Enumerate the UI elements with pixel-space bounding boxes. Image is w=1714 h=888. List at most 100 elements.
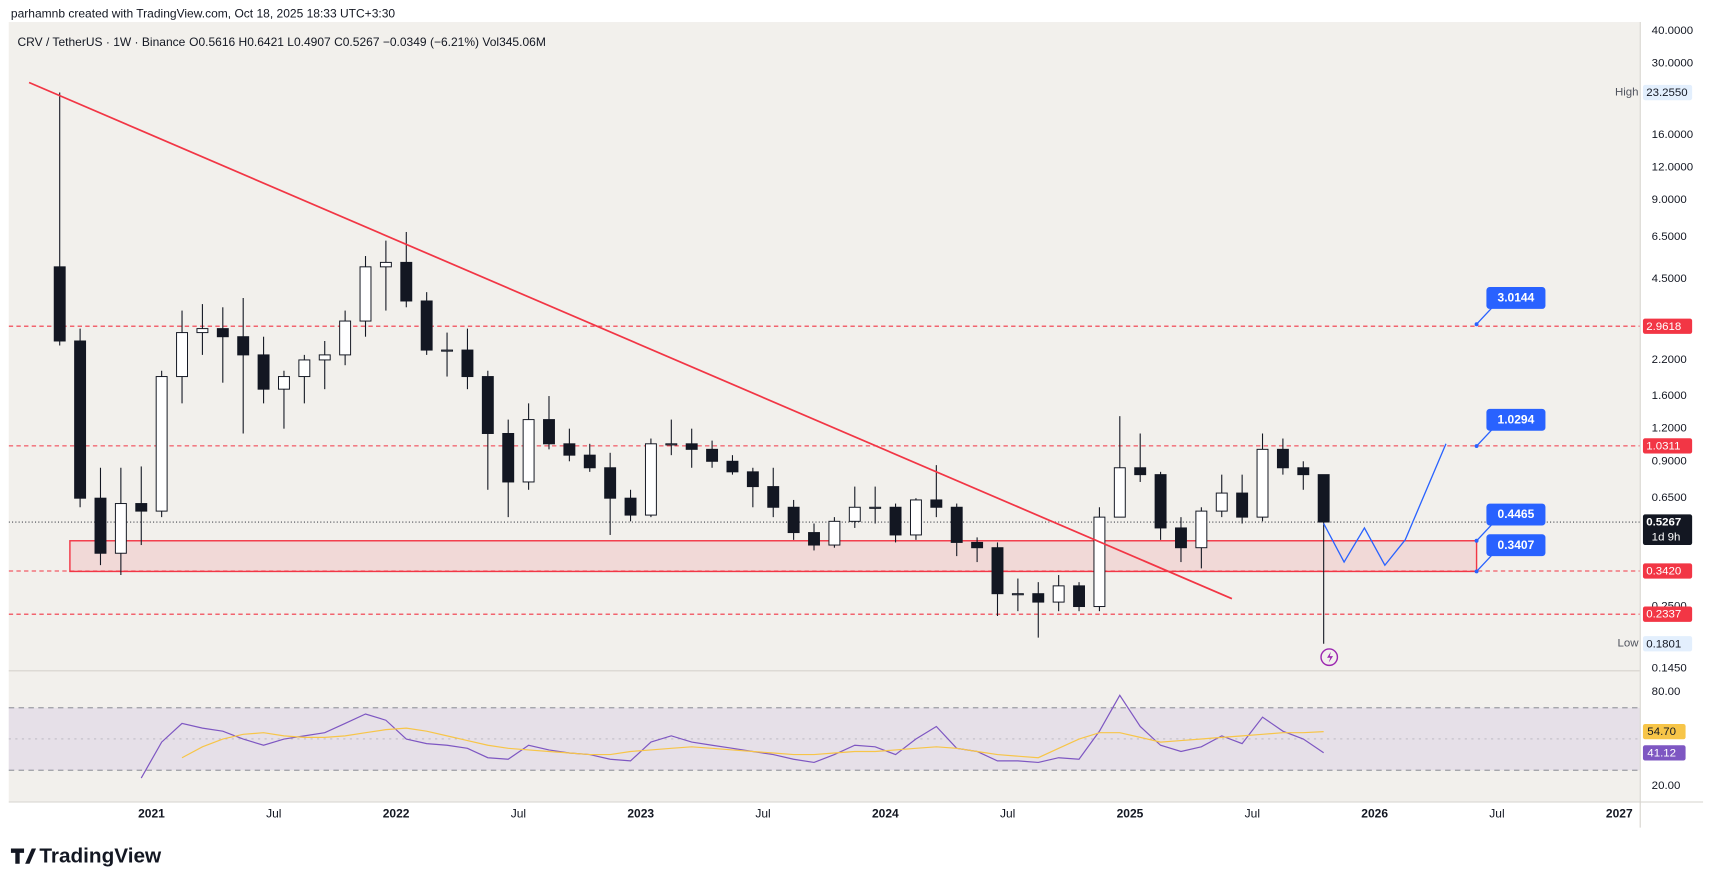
callout-label: 0.3407: [1498, 538, 1535, 552]
candle-body: [909, 499, 922, 536]
callout-point: [1474, 569, 1479, 574]
chart-header: CRV / TetherUS · 1W · Binance: [17, 35, 185, 49]
brand-name: TradingView: [39, 845, 162, 868]
level-label: 2.9618: [1646, 321, 1681, 333]
y-tick-label: 6.5000: [1652, 231, 1687, 243]
y-tick-label: 12.0000: [1652, 162, 1693, 174]
candle-body: [869, 506, 882, 509]
candle-body: [563, 443, 576, 456]
candle-body: [135, 503, 148, 512]
rsi-badge: [1642, 723, 1686, 740]
x-tick-label: 2027: [1606, 807, 1633, 821]
x-tick-label: 2022: [383, 807, 410, 821]
candle-body: [196, 328, 209, 334]
candle-body: [950, 506, 963, 543]
y-tick-label: 30.0000: [1652, 58, 1693, 70]
candle-body: [1175, 527, 1187, 549]
x-tick-label: 2021: [138, 807, 165, 821]
level-badge: [1642, 318, 1693, 334]
rsi-value-badge: [1642, 745, 1686, 761]
candle-body: [400, 261, 413, 302]
alert-bolt: [1327, 651, 1334, 663]
countdown-label: 1d 9h: [1652, 531, 1681, 543]
candle-body: [583, 454, 596, 469]
candle-body: [257, 354, 270, 390]
candle-body: [1256, 448, 1269, 518]
last-price-label: 0.5267: [1646, 517, 1681, 529]
candle-body: [685, 443, 698, 450]
x-tick-label: Jul: [1245, 807, 1260, 821]
y-tick-label: 9.0000: [1652, 194, 1687, 206]
candle-body: [787, 506, 800, 534]
price-pane: [8, 81, 1640, 644]
plot-area: [8, 22, 1640, 802]
candle-body: [665, 443, 678, 446]
rsi-line: [140, 694, 1324, 779]
callout-pointer: [1476, 306, 1494, 325]
x-tick-label: Jul: [1489, 807, 1504, 821]
y-tick-label: 40.0000: [1652, 25, 1693, 37]
high-badge: [1642, 84, 1693, 101]
y-tick-label: 0.1450: [1652, 662, 1687, 674]
candle-body: [1134, 467, 1147, 476]
ohlc-header: O0.5616 H0.6421 L0.4907 C0.5267 −0.0349 …: [189, 35, 546, 49]
candle-body: [155, 376, 168, 512]
alert-icon: [1320, 648, 1339, 667]
level-badge: [1642, 606, 1693, 622]
candle-body: [114, 503, 127, 554]
callout-box: [1486, 287, 1546, 309]
callout-label: 1.0294: [1498, 413, 1535, 427]
y-tick-label: 4.5000: [1652, 273, 1687, 285]
candle-body: [237, 336, 250, 356]
callout-point: [1474, 322, 1479, 327]
level-badge: [1642, 438, 1693, 454]
candle-body: [991, 547, 1004, 595]
candle-body: [1011, 593, 1024, 596]
x-tick-label: Jul: [266, 807, 281, 821]
candle-body: [1032, 593, 1045, 603]
y-tick-label: 0.9000: [1652, 455, 1687, 467]
y-tick-label: 0.6500: [1652, 492, 1687, 504]
candle-body: [543, 419, 555, 445]
candle-body: [1052, 585, 1065, 603]
candle-body: [1317, 474, 1330, 523]
candle-body: [624, 497, 637, 516]
level-badge: [1642, 563, 1693, 579]
alert-circle: [1320, 648, 1339, 667]
candle-body: [1154, 474, 1167, 529]
candle-body: [726, 460, 739, 473]
candle-body: [889, 506, 902, 536]
candle-body: [481, 376, 494, 434]
candle-body: [1297, 467, 1310, 476]
last-price-badge: [1642, 514, 1693, 545]
candle-body: [522, 419, 535, 483]
y-tick-label: 16.0000: [1652, 129, 1693, 141]
x-tick-label: Jul: [511, 807, 526, 821]
callout-point: [1474, 444, 1479, 449]
candle-body: [767, 486, 780, 508]
rsi-tick-label: 20.00: [1652, 780, 1681, 792]
low-text: Low: [1618, 638, 1640, 650]
candle-body: [746, 471, 759, 488]
candle-body: [971, 541, 984, 549]
support-zone: [69, 540, 1478, 573]
low-label: 0.1801: [1646, 638, 1681, 650]
candle-body: [808, 532, 820, 546]
x-tick-label: 2026: [1361, 807, 1388, 821]
candle-body: [1195, 510, 1208, 549]
callout-box: [1486, 408, 1546, 431]
x-tick-label: 2024: [872, 807, 899, 821]
brand-logo: TradingView: [10, 845, 162, 868]
candle-body: [848, 506, 861, 522]
candle-body: [1236, 492, 1249, 518]
x-tick-label: Jul: [755, 807, 770, 821]
y-tick-label: 2.2000: [1652, 354, 1687, 366]
trendline: [28, 81, 1233, 600]
candle-body: [298, 359, 311, 378]
candle-body: [461, 349, 474, 378]
candle-body: [278, 376, 290, 390]
y-tick-label: 1.2000: [1652, 423, 1687, 435]
brand-icon: [10, 848, 37, 864]
watermark: parhamnb created with TradingView.com, O…: [11, 7, 395, 21]
